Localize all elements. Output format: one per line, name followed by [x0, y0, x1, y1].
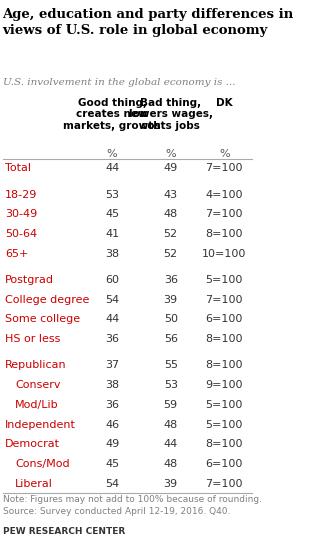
Text: 48: 48 — [163, 459, 178, 469]
Text: 65+: 65+ — [5, 249, 28, 259]
Text: Mod/Lib: Mod/Lib — [15, 400, 59, 410]
Text: Cons/Mod: Cons/Mod — [15, 459, 70, 469]
Text: 6=100: 6=100 — [205, 315, 243, 324]
Text: 44: 44 — [105, 164, 119, 173]
Text: Conserv: Conserv — [15, 380, 61, 390]
Text: 37: 37 — [105, 360, 119, 370]
Text: 36: 36 — [164, 275, 178, 285]
Text: DK: DK — [216, 98, 233, 108]
Text: 52: 52 — [164, 229, 178, 239]
Text: 54: 54 — [105, 295, 119, 305]
Text: 45: 45 — [105, 209, 119, 219]
Text: 59: 59 — [164, 400, 178, 410]
Text: 48: 48 — [163, 209, 178, 219]
Text: Bad thing,
lowers wages,
costs jobs: Bad thing, lowers wages, costs jobs — [129, 98, 213, 131]
Text: 41: 41 — [105, 229, 119, 239]
Text: %: % — [165, 149, 176, 159]
Text: 4=100: 4=100 — [205, 189, 243, 200]
Text: HS or less: HS or less — [5, 334, 61, 344]
Text: 52: 52 — [164, 249, 178, 259]
Text: 7=100: 7=100 — [205, 479, 243, 489]
Text: 48: 48 — [163, 419, 178, 430]
Text: %: % — [107, 149, 117, 159]
Text: 50-64: 50-64 — [5, 229, 37, 239]
Text: 45: 45 — [105, 459, 119, 469]
Text: %: % — [219, 149, 230, 159]
Text: 44: 44 — [163, 439, 178, 449]
Text: 7=100: 7=100 — [205, 164, 243, 173]
Text: 39: 39 — [164, 295, 178, 305]
Text: Age, education and party differences in
views of U.S. role in global economy: Age, education and party differences in … — [2, 8, 294, 37]
Text: Some college: Some college — [5, 315, 80, 324]
Text: Independent: Independent — [5, 419, 76, 430]
Text: College degree: College degree — [5, 295, 90, 305]
Text: 5=100: 5=100 — [205, 275, 243, 285]
Text: Postgrad: Postgrad — [5, 275, 54, 285]
Text: 36: 36 — [105, 400, 119, 410]
Text: 54: 54 — [105, 479, 119, 489]
Text: 38: 38 — [105, 380, 119, 390]
Text: 18-29: 18-29 — [5, 189, 37, 200]
Text: 7=100: 7=100 — [205, 295, 243, 305]
Text: Democrat: Democrat — [5, 439, 60, 449]
Text: 49: 49 — [105, 439, 119, 449]
Text: 53: 53 — [105, 189, 119, 200]
Text: U.S. involvement in the global economy is ...: U.S. involvement in the global economy i… — [2, 78, 235, 87]
Text: 50: 50 — [164, 315, 178, 324]
Text: 60: 60 — [105, 275, 119, 285]
Text: 39: 39 — [164, 479, 178, 489]
Text: Note: Figures may not add to 100% because of rounding.
Source: Survey conducted : Note: Figures may not add to 100% becaus… — [2, 495, 261, 516]
Text: 7=100: 7=100 — [205, 209, 243, 219]
Text: 36: 36 — [105, 334, 119, 344]
Text: Total: Total — [5, 164, 31, 173]
Text: 8=100: 8=100 — [205, 360, 243, 370]
Text: 5=100: 5=100 — [205, 400, 243, 410]
Text: 8=100: 8=100 — [205, 334, 243, 344]
Text: PEW RESEARCH CENTER: PEW RESEARCH CENTER — [2, 528, 125, 535]
Text: 8=100: 8=100 — [205, 229, 243, 239]
Text: 38: 38 — [105, 249, 119, 259]
Text: 49: 49 — [163, 164, 178, 173]
Text: Republican: Republican — [5, 360, 67, 370]
Text: 30-49: 30-49 — [5, 209, 37, 219]
Text: 9=100: 9=100 — [205, 380, 243, 390]
Text: Good thing,
creates new
markets, growth: Good thing, creates new markets, growth — [63, 98, 161, 131]
Text: 8=100: 8=100 — [205, 439, 243, 449]
Text: 56: 56 — [164, 334, 178, 344]
Text: 10=100: 10=100 — [202, 249, 247, 259]
Text: 5=100: 5=100 — [205, 419, 243, 430]
Text: 43: 43 — [164, 189, 178, 200]
Text: Liberal: Liberal — [15, 479, 53, 489]
Text: 44: 44 — [105, 315, 119, 324]
Text: 53: 53 — [164, 380, 178, 390]
Text: 6=100: 6=100 — [205, 459, 243, 469]
Text: 55: 55 — [164, 360, 178, 370]
Text: 46: 46 — [105, 419, 119, 430]
